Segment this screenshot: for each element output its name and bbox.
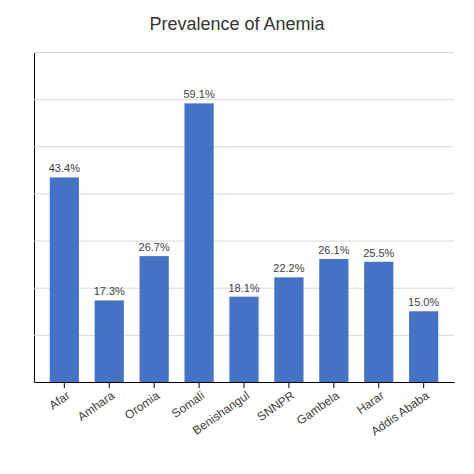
x-tick-label: Oromia: [122, 388, 163, 422]
y-tick: [34, 99, 454, 100]
grid-line: [34, 99, 454, 100]
bar: [50, 177, 79, 382]
bar: [274, 277, 303, 382]
x-tick-label: Harar: [354, 388, 387, 417]
data-label: 59.1%: [183, 88, 214, 100]
x-tick: Addis Ababa: [369, 382, 432, 438]
x-tick-mark: [109, 382, 110, 388]
data-label: 26.1%: [318, 244, 349, 256]
y-tick: [34, 193, 454, 194]
data-label: 25.5%: [363, 247, 394, 259]
x-tick: Harar: [354, 382, 387, 417]
x-tick-label: Gambela: [294, 388, 342, 428]
x-tick: Gambela: [294, 382, 342, 428]
data-label: 26.7%: [139, 241, 170, 253]
grid-line: [34, 193, 454, 194]
grid-line: [34, 241, 454, 242]
x-tick-mark: [154, 382, 155, 388]
x-tick-label: Benishangul: [190, 388, 252, 437]
grid-line: [34, 146, 454, 147]
y-axis-line: [35, 53, 455, 383]
x-tick-label: Amhara: [75, 388, 118, 424]
grid-line: [34, 52, 454, 53]
x-tick-mark: [423, 382, 424, 388]
bar: [184, 103, 213, 382]
x-tick: Oromia: [122, 382, 163, 422]
y-axis: [34, 53, 454, 383]
bar: [364, 262, 393, 382]
x-tick: Amhara: [75, 382, 118, 424]
x-tick-label: Addis Ababa: [369, 388, 432, 438]
data-label: 22.2%: [273, 262, 304, 274]
x-tick-mark: [333, 382, 334, 388]
data-label: 18.1%: [228, 282, 259, 294]
plot: AfarAmharaOromiaSomaliBenishangulSNNPRGa…: [34, 53, 455, 439]
x-tick-label: Afar: [46, 388, 72, 412]
bars: [50, 103, 439, 382]
bar: [229, 297, 258, 382]
y-tick: [34, 146, 454, 147]
x-tick-mark: [199, 382, 200, 388]
x-tick-label: SNNPR: [255, 388, 298, 424]
x-axis: AfarAmharaOromiaSomaliBenishangulSNNPRGa…: [35, 382, 455, 438]
y-tick: [34, 52, 454, 53]
data-label: 17.3%: [94, 285, 125, 297]
bar: [409, 311, 438, 382]
bar: [319, 259, 348, 382]
x-tick: Benishangul: [190, 382, 252, 438]
x-tick-mark: [64, 382, 65, 388]
x-tick-label: Somali: [169, 388, 207, 421]
x-tick: Afar: [46, 382, 72, 412]
title: Prevalence of Anemia: [149, 14, 325, 34]
chart: AfarAmharaOromiaSomaliBenishangulSNNPRGa…: [0, 0, 474, 474]
data-labels: 43.4% 17.3% 26.7% 59.1% 18.1% 22.2% 26.1% 25.5%…: [49, 88, 440, 308]
x-tick-mark: [288, 382, 289, 388]
data-label: 15.0%: [408, 296, 439, 308]
x-tick-mark: [244, 382, 245, 388]
x-tick-mark: [378, 382, 379, 388]
bar: [140, 256, 169, 382]
bar: [95, 300, 124, 382]
data-label: 43.4%: [49, 162, 80, 174]
x-tick: Somali: [169, 382, 207, 421]
y-tick: [34, 241, 454, 242]
x-tick: SNNPR: [255, 382, 298, 424]
